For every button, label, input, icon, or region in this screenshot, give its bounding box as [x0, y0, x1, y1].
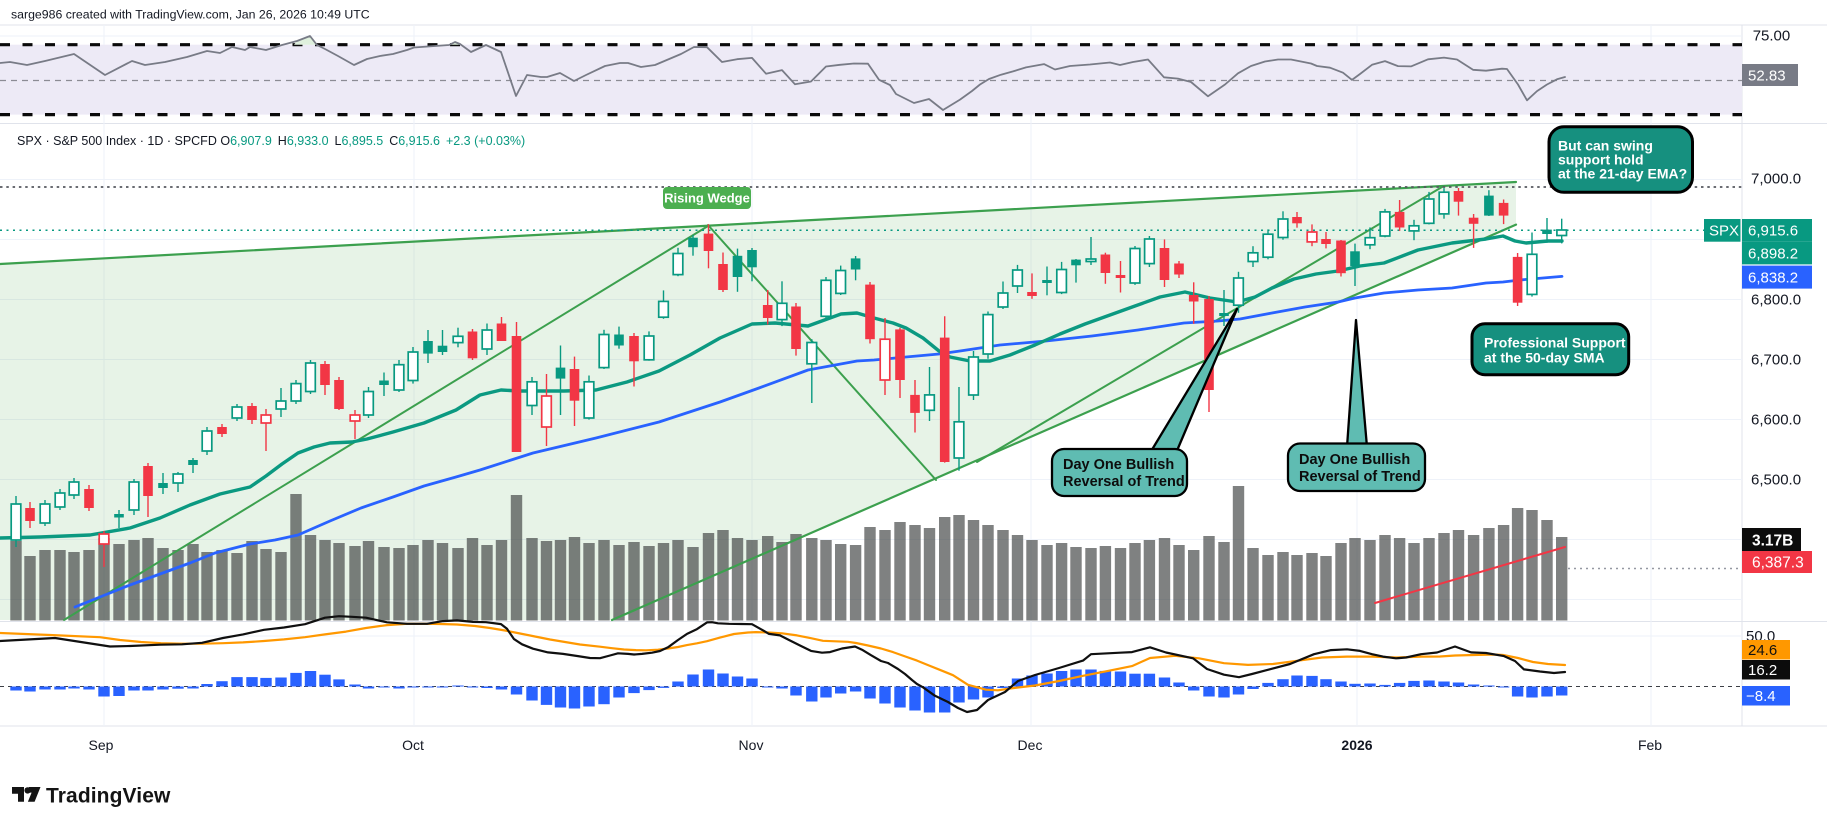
- svg-text:TradingView: TradingView: [46, 785, 171, 808]
- svg-text:Dec: Dec: [1018, 737, 1043, 753]
- svg-text:Rising Wedge: Rising Wedge: [664, 191, 750, 206]
- svg-text:6,600.0: 6,600.0: [1751, 412, 1801, 429]
- svg-text:Nov: Nov: [739, 737, 764, 753]
- svg-text:6,700.0: 6,700.0: [1751, 352, 1801, 369]
- svg-text:6,800.0: 6,800.0: [1751, 292, 1801, 309]
- svg-text:6,838.2: 6,838.2: [1748, 269, 1798, 286]
- svg-text:6,387.3: 6,387.3: [1752, 555, 1804, 572]
- svg-text:Feb: Feb: [1638, 737, 1662, 753]
- svg-text:SPX: SPX: [1709, 223, 1739, 240]
- svg-text:Day One Bullish: Day One Bullish: [1063, 457, 1174, 473]
- svg-text:Sep: Sep: [89, 737, 114, 753]
- svg-text:2026: 2026: [1341, 737, 1372, 753]
- svg-text:Reversal of Trend: Reversal of Trend: [1063, 474, 1185, 490]
- svg-text:at the 50-day SMA: at the 50-day SMA: [1484, 350, 1605, 366]
- svg-text:52.83: 52.83: [1748, 68, 1786, 85]
- svg-text:But can swing: But can swing: [1558, 138, 1653, 154]
- svg-text:3.17B: 3.17B: [1752, 533, 1793, 550]
- svg-text:16.2: 16.2: [1748, 662, 1777, 679]
- svg-text:−8.4: −8.4: [1746, 688, 1776, 705]
- svg-text:at the 21-day EMA?: at the 21-day EMA?: [1558, 166, 1687, 182]
- svg-text:75.00: 75.00: [1753, 28, 1791, 45]
- svg-text:SPX · S&P 500 Index · 1D · SPC: SPX · S&P 500 Index · 1D · SPCFD O6,907.…: [17, 134, 525, 148]
- svg-text:Reversal of Trend: Reversal of Trend: [1299, 469, 1421, 485]
- svg-text:6,500.0: 6,500.0: [1751, 472, 1801, 489]
- svg-text:6,915.6: 6,915.6: [1748, 223, 1798, 240]
- svg-text:Oct: Oct: [402, 737, 424, 753]
- svg-text:Day One Bullish: Day One Bullish: [1299, 452, 1410, 468]
- svg-text:7,000.0: 7,000.0: [1751, 171, 1801, 188]
- svg-text:6,898.2: 6,898.2: [1748, 245, 1798, 262]
- svg-text:sarge986 created with TradingV: sarge986 created with TradingView.com, J…: [11, 8, 370, 22]
- svg-text:support hold: support hold: [1558, 152, 1644, 168]
- svg-text:Professional Support: Professional Support: [1484, 335, 1626, 351]
- svg-text:24.6: 24.6: [1748, 642, 1777, 659]
